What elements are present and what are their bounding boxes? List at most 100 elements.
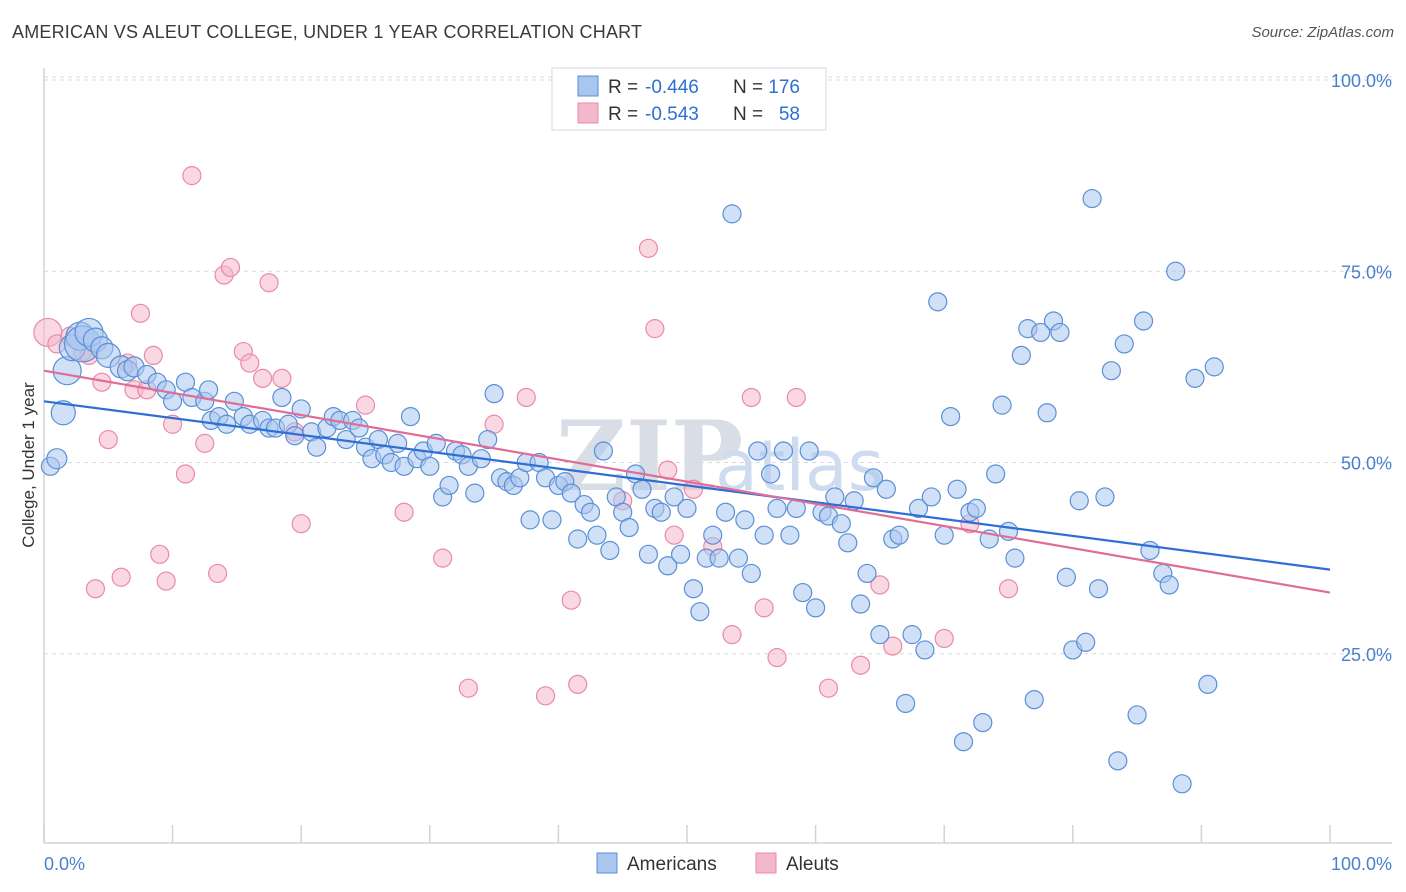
aleuts-point-57: [998, 579, 1019, 599]
aleuts-point-19: [195, 433, 215, 453]
americans-point-36: [307, 437, 327, 457]
legend-n-value-1: 176: [768, 77, 800, 98]
aleuts-point-29: [291, 514, 311, 534]
americans-point-139: [973, 712, 993, 733]
americans-point-168: [1172, 774, 1192, 794]
aleuts-point-30: [355, 395, 376, 415]
americans-point-151: [1050, 322, 1070, 343]
axes: [43, 68, 1392, 844]
americans-point-121: [857, 563, 877, 584]
aleuts-point-51: [818, 678, 839, 698]
americans-point-78: [580, 502, 601, 522]
aleuts-point-32: [433, 548, 453, 568]
aleuts-point-20: [208, 563, 228, 584]
legend-n-label-2: N =: [733, 104, 763, 125]
x-ticks: [43, 825, 1331, 843]
americans-point-142: [992, 395, 1012, 415]
aleuts-point-33: [458, 678, 478, 698]
americans-point-90: [658, 556, 678, 576]
aleuts-point-5: [85, 579, 106, 599]
americans-point-91: [664, 487, 684, 507]
americans-point-97: [703, 525, 723, 545]
americans-point-124: [876, 479, 896, 499]
americans-point-158: [1095, 487, 1115, 507]
aleuts-point-41: [645, 319, 665, 339]
americans-point-75: [561, 483, 581, 503]
americans-point-84: [619, 517, 639, 538]
americans-point-117: [831, 514, 851, 534]
bottom-legend-swatch-americans: [596, 852, 618, 874]
trend-lines: [43, 369, 1331, 594]
aleuts-point-25: [253, 368, 273, 388]
americans-point-95: [690, 602, 710, 622]
americans-point-166: [1159, 575, 1179, 595]
aleuts-point-7: [98, 429, 118, 450]
aleuts-point-18: [182, 166, 202, 186]
americans-point-161: [1114, 334, 1134, 354]
americans-point-86: [632, 479, 652, 499]
americans-point-154: [1069, 491, 1089, 511]
americans-points: [40, 188, 1224, 794]
americans-point-113: [805, 598, 826, 618]
americans-point-116: [825, 487, 845, 507]
americans-point-53: [420, 456, 440, 476]
aleuts-point-13: [143, 345, 163, 365]
americans-point-99: [715, 502, 736, 522]
x-tick-label-max: 100.0%: [1331, 854, 1392, 874]
americans-point-156: [1082, 188, 1102, 209]
americans-point-79: [587, 525, 607, 545]
americans-point-149: [1037, 403, 1057, 423]
aleuts-point-40: [638, 238, 659, 258]
americans-point-133: [934, 525, 954, 545]
y-tick-label-0: 100.0%: [1331, 71, 1392, 91]
aleuts-point-52: [851, 655, 871, 675]
americans-point-48: [388, 433, 408, 453]
americans-point-87: [638, 544, 659, 564]
americans-point-102: [735, 510, 755, 530]
americans-point-144: [1005, 548, 1025, 568]
americans-point-147: [1024, 690, 1044, 710]
americans-point-136: [953, 732, 974, 752]
americans-point-108: [773, 441, 794, 461]
aleuts-point-26: [259, 273, 279, 293]
aleuts-point-11: [130, 303, 151, 323]
legend-n-label-1: N =: [733, 77, 763, 98]
aleuts-point-50: [786, 387, 806, 408]
americans-point-69: [520, 510, 540, 530]
americans-point-122: [863, 468, 884, 488]
bottom-legend-swatch-aleuts: [755, 852, 777, 874]
americans-point-56: [439, 475, 459, 496]
americans-point-111: [793, 582, 813, 603]
aleuts-point-24: [240, 353, 260, 373]
americans-point-127: [896, 693, 916, 714]
y-tick-labels: 100.0% 75.0% 50.0% 25.0%: [1331, 71, 1392, 665]
americans-point-76: [568, 529, 588, 549]
legend-r-value-1: -0.446: [645, 77, 699, 98]
americans-point-170: [1198, 674, 1218, 694]
americans-point-100: [722, 204, 742, 224]
legend-r-value-2: -0.543: [645, 104, 699, 125]
legend-r-label-1: R =: [608, 77, 638, 98]
aleuts-point-38: [568, 674, 588, 694]
legend-swatch-aleuts: [577, 102, 599, 124]
americans-point-31: [272, 387, 292, 408]
americans-point-126: [889, 525, 909, 545]
americans-point-80: [593, 441, 614, 461]
aleuts-point-43: [664, 525, 684, 545]
americans-point-89: [651, 502, 671, 522]
americans-point-123: [870, 625, 890, 645]
americans-point-62: [478, 429, 498, 450]
americans-point-112: [799, 441, 819, 461]
americans-point-118: [838, 533, 858, 553]
americans-point-162: [1127, 705, 1147, 725]
americans-point-93: [677, 498, 697, 518]
aleuts-point-36: [535, 686, 556, 706]
aleuts-point-22: [220, 257, 241, 278]
americans-point-42: [349, 418, 369, 438]
aleuts-point-35: [516, 387, 536, 408]
americans-point-107: [767, 498, 787, 518]
aleuts-trend-line: [43, 369, 1331, 594]
americans-point-92: [670, 544, 691, 564]
aleuts-point-49: [767, 647, 787, 668]
